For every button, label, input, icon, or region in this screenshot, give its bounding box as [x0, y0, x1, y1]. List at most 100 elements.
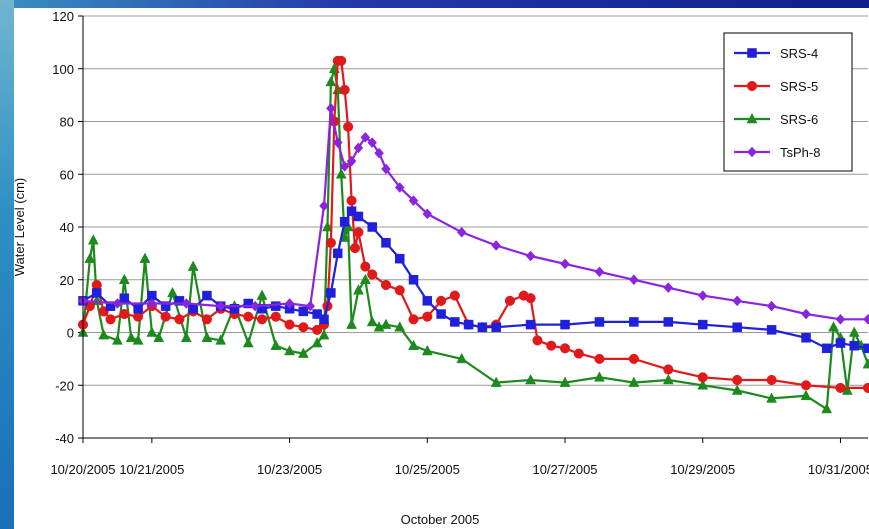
- data-point: [256, 314, 268, 325]
- data-point: [87, 234, 99, 245]
- legend-marker: [747, 146, 757, 158]
- y-axis-ticks: -40 -20 0 20 40 60 80 100 120: [52, 9, 83, 446]
- data-point: [862, 382, 869, 393]
- data-point: [594, 353, 605, 364]
- data-point: [697, 379, 709, 390]
- data-point: [105, 314, 116, 325]
- data-point: [525, 319, 536, 330]
- y-axis-label: Water Level (cm): [12, 178, 27, 276]
- series-line: [81, 59, 868, 389]
- data-point: [353, 211, 364, 222]
- data-point: [835, 338, 846, 348]
- data-point: [360, 131, 371, 143]
- data-point: [335, 168, 347, 179]
- data-point: [849, 340, 859, 351]
- series-layer: [77, 55, 869, 414]
- data-point: [326, 102, 336, 114]
- data-point: [697, 319, 708, 330]
- data-point: [147, 298, 157, 309]
- data-point: [663, 364, 674, 375]
- series-srs-6: [77, 62, 869, 414]
- y-tick-label: 60: [60, 167, 74, 182]
- data-point: [766, 300, 777, 312]
- data-point: [271, 301, 281, 311]
- data-point: [349, 243, 361, 254]
- data-point: [594, 371, 605, 382]
- x-tick-label: 10/25/2005: [395, 462, 460, 477]
- data-point: [408, 275, 419, 285]
- data-point: [732, 374, 743, 386]
- data-point: [573, 348, 584, 359]
- data-point: [187, 260, 199, 271]
- data-point: [436, 309, 446, 319]
- data-point: [367, 222, 377, 232]
- data-point: [863, 313, 869, 325]
- series-line: [82, 108, 868, 321]
- data-point: [422, 311, 433, 322]
- y-tick-label: -40: [55, 431, 74, 446]
- data-point: [456, 226, 467, 238]
- data-point: [560, 258, 570, 270]
- data-point: [559, 376, 571, 387]
- data-point: [373, 321, 385, 332]
- data-point: [663, 317, 674, 327]
- data-point: [305, 300, 316, 312]
- data-point: [732, 322, 742, 332]
- data-point: [318, 329, 330, 340]
- legend-box: [723, 32, 853, 172]
- data-point: [215, 300, 226, 312]
- y-tick-label: 80: [60, 115, 74, 130]
- legend-item: SRS-5: [734, 79, 818, 94]
- data-point: [298, 322, 309, 333]
- data-point: [333, 248, 343, 259]
- data-point: [346, 195, 357, 206]
- data-point: [229, 304, 240, 314]
- data-point: [422, 208, 433, 220]
- data-point: [408, 339, 419, 350]
- data-point: [380, 279, 392, 291]
- data-point: [731, 384, 743, 395]
- data-point: [92, 288, 102, 298]
- data-point: [319, 314, 329, 325]
- data-point: [560, 319, 570, 330]
- y-tick-label: 0: [67, 326, 74, 341]
- data-point: [326, 288, 336, 298]
- data-point: [298, 306, 309, 317]
- data-point: [559, 343, 571, 354]
- legend-marker: [747, 48, 757, 58]
- data-point: [125, 331, 137, 343]
- series-tsph-8: [78, 102, 869, 325]
- y-tick-label: 20: [60, 273, 74, 288]
- data-point: [697, 372, 708, 383]
- data-point: [112, 298, 123, 309]
- data-point: [394, 321, 406, 332]
- legend-label: SRS-5: [780, 79, 818, 94]
- data-point: [84, 252, 96, 263]
- y-tick-label: -20: [55, 378, 74, 393]
- data-point: [862, 358, 869, 369]
- legend: SRS-4 SRS-5 SRS-6 TsPh-8: [723, 32, 853, 172]
- data-point: [139, 252, 151, 263]
- data-point: [284, 298, 295, 309]
- data-point: [112, 334, 123, 345]
- data-point: [167, 286, 178, 298]
- data-point: [663, 282, 674, 294]
- legend-item: SRS-6: [734, 112, 818, 127]
- data-point: [359, 273, 371, 284]
- data-point: [133, 304, 143, 314]
- data-point: [821, 343, 832, 354]
- legend-label: SRS-4: [780, 46, 818, 61]
- x-tick-label: 10/27/2005: [532, 462, 597, 477]
- data-point: [801, 308, 811, 320]
- data-point: [346, 206, 357, 216]
- data-point: [835, 313, 846, 325]
- data-point: [297, 347, 309, 358]
- data-point: [463, 319, 474, 330]
- y-tick-label: 40: [60, 220, 74, 235]
- data-point: [188, 304, 198, 314]
- data-point: [336, 55, 347, 66]
- legend-marker: [746, 112, 758, 124]
- data-point: [629, 274, 639, 286]
